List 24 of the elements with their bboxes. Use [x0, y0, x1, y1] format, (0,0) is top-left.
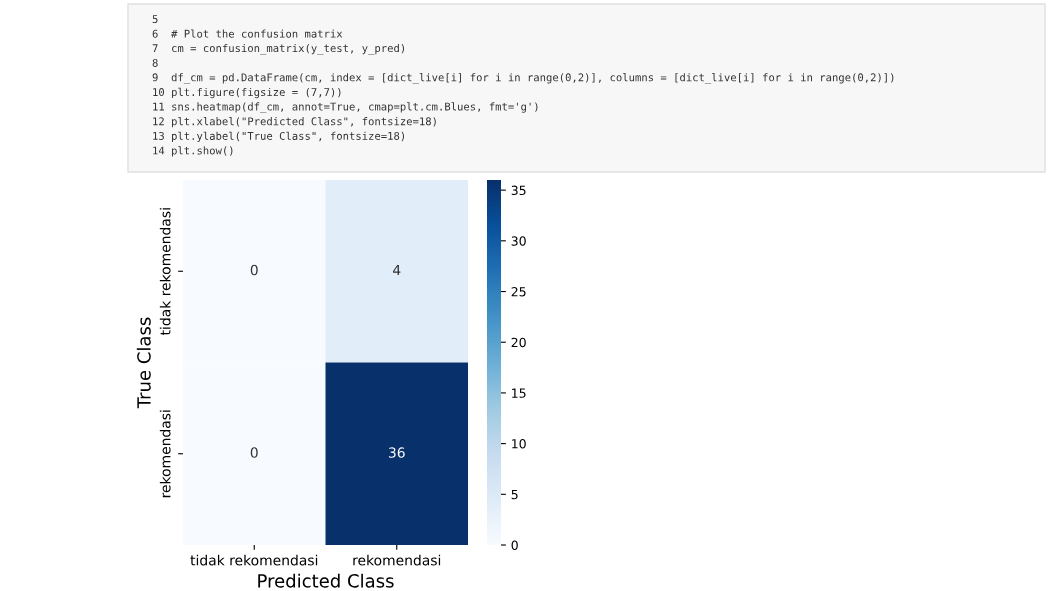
color-bar-label: 5 — [511, 489, 518, 500]
text: 13 plt.ylabel("True Class", fontsize=18) — [153, 131, 404, 142]
text: 11 sns.heatmap(df_cm, annot=True, cmap=plt.cm.Blues, fmt='g') — [153, 102, 538, 113]
text: 9 df_cm = pd.DataFrame(cm, index = [dict_live[i] for i in range(0,2)], columns = [dict_live[i] for i in range(0,2)]) — [152, 73, 894, 84]
color-bar-label: 25 — [511, 287, 526, 297]
data-label: 4 — [393, 264, 401, 276]
text: 5 — [152, 15, 158, 24]
text: 6 # Plot the confusion matrix — [152, 29, 343, 38]
text: 12 plt.xlabel("Predicted Class", fontsize=18) — [153, 117, 436, 128]
color-bar-label: 10 — [512, 439, 526, 449]
text: 7 cm = confusion_matrix(y_test, y_pred) — [152, 43, 404, 55]
color-bar-label: 15 — [512, 388, 526, 398]
y-axis-title: True Class — [136, 317, 151, 409]
data-label: 0 — [250, 264, 258, 276]
color-bar-label: 35 — [511, 185, 526, 196]
data-label: 0 — [250, 447, 258, 458]
text: 14 plt.show() — [153, 146, 233, 157]
text: 8 — [152, 58, 158, 67]
x-axis-title: Predicted Class — [258, 573, 394, 588]
color-bar-label: 30 — [511, 236, 526, 246]
data-label: 36 — [388, 447, 405, 458]
color-bar-label: 20 — [511, 337, 526, 348]
color-bar-label: 0 — [511, 540, 518, 550]
text: 10 plt.figure(figsize = (7,7)) — [153, 87, 341, 99]
